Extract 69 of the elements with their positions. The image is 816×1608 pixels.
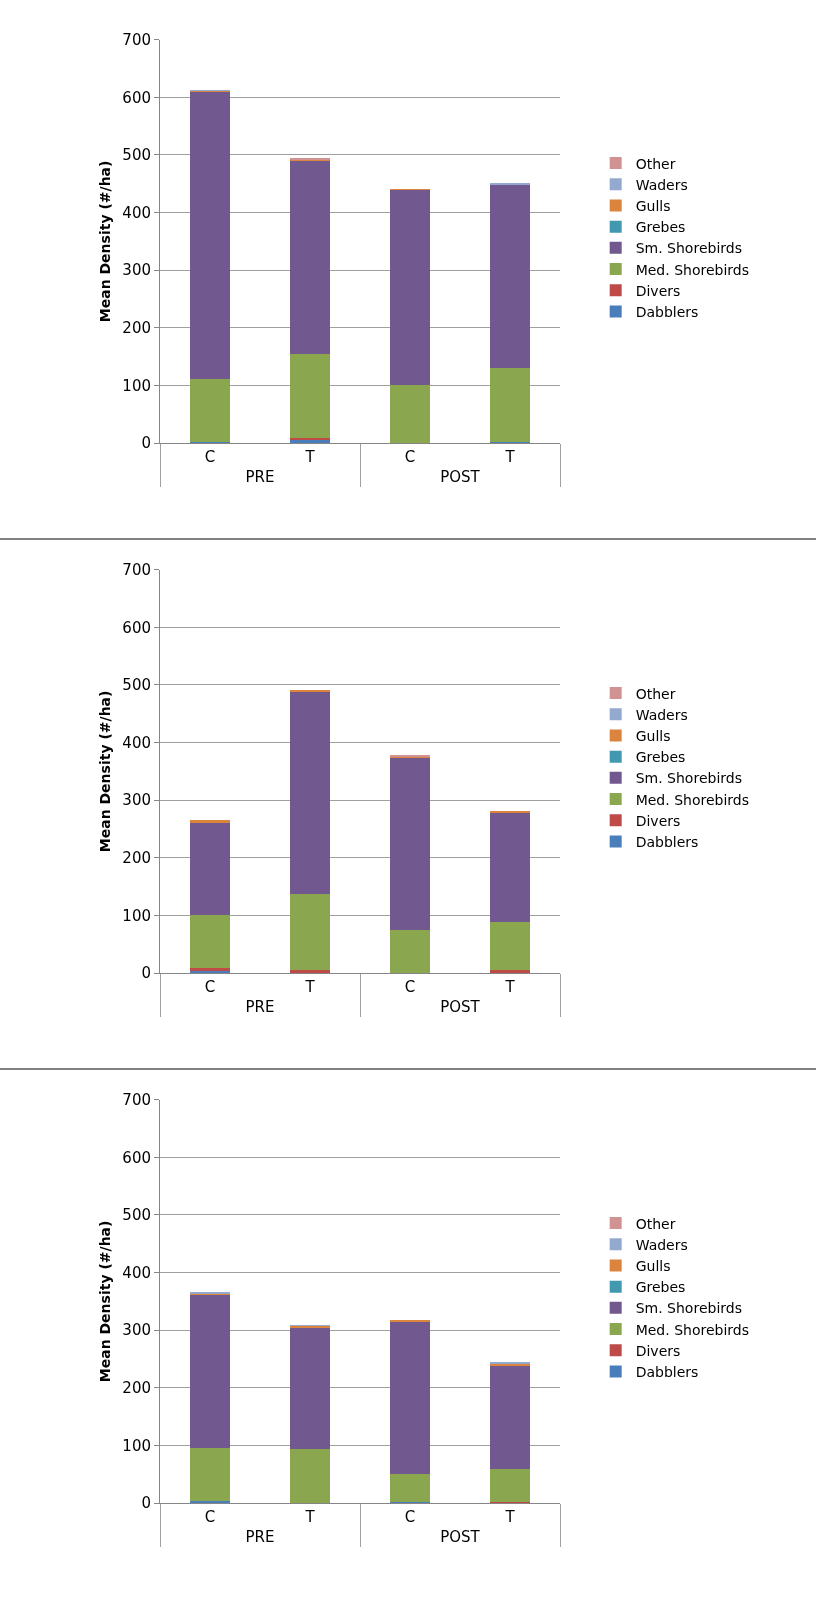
text: PRE	[245, 468, 275, 487]
legend-label: Grebes	[635, 1279, 686, 1296]
x-tick-label: C	[404, 978, 416, 997]
legend-label: Grebes	[635, 749, 686, 766]
legend-label: Sm. Shorebirds	[635, 1300, 742, 1317]
y-tick-label: 400	[122, 203, 151, 222]
legend-label: Gulls	[635, 1257, 671, 1274]
x-tick-label: T	[504, 1508, 516, 1527]
x-tick-label: T	[504, 448, 516, 467]
x-tick-label: T	[304, 978, 316, 997]
legend-label: Divers	[635, 1342, 681, 1359]
text: POST	[440, 468, 481, 487]
y-tick-label: 700	[122, 30, 151, 49]
x-tick-label: T	[304, 1508, 316, 1527]
legend-label: Med. Shorebirds	[635, 791, 750, 808]
y-axis-title: Mean Density (#/ha)	[96, 1220, 113, 1383]
y-tick-label: 300	[122, 261, 151, 280]
text: POST	[440, 998, 481, 1017]
y-tick-label: 100	[122, 376, 151, 395]
y-tick-label: 200	[122, 849, 151, 868]
y-tick-label: 200	[122, 319, 151, 338]
y-tick-label: 700	[122, 560, 151, 579]
legend-label: Dabblers	[635, 1363, 699, 1380]
x-tick-label: C	[404, 448, 416, 467]
x-tick-label: T	[304, 448, 316, 467]
y-tick-label: 100	[122, 906, 151, 925]
legend-label: Waders	[635, 1236, 688, 1253]
y-tick-label: 0	[141, 1494, 151, 1513]
legend-label: Dabblers	[635, 303, 699, 320]
legend-label: Other	[635, 685, 676, 702]
legend-label: Divers	[635, 812, 681, 829]
y-axis-title: Mean Density (#/ha)	[96, 160, 113, 323]
y-tick-label: 700	[122, 1090, 151, 1109]
legend-label: Grebes	[635, 219, 686, 236]
x-tick-label: C	[204, 1508, 216, 1527]
y-tick-label: 600	[122, 88, 151, 107]
text: POST	[440, 1528, 481, 1547]
y-tick-label: 400	[122, 1263, 151, 1282]
y-tick-label: 400	[122, 733, 151, 752]
y-tick-label: 200	[122, 1379, 151, 1398]
y-tick-label: 500	[122, 1206, 151, 1225]
x-tick-label: C	[204, 978, 216, 997]
legend-label: Med. Shorebirds	[635, 261, 750, 278]
y-tick-label: 300	[122, 1321, 151, 1340]
legend-label: Med. Shorebirds	[635, 1321, 750, 1338]
text: PRE	[245, 998, 275, 1017]
legend-label: Other	[635, 1215, 676, 1232]
y-tick-label: 100	[122, 1436, 151, 1455]
legend-label: Other	[635, 155, 676, 172]
y-tick-label: 0	[141, 434, 151, 453]
x-tick-label: C	[204, 448, 216, 467]
legend-label: Gulls	[635, 197, 671, 214]
y-tick-label: 600	[122, 618, 151, 637]
legend-label: Waders	[635, 706, 688, 723]
legend-label: Sm. Shorebirds	[635, 770, 742, 787]
legend-label: Waders	[635, 176, 688, 193]
y-tick-label: 500	[122, 676, 151, 695]
x-tick-label: T	[504, 978, 516, 997]
y-axis-title: Mean Density (#/ha)	[96, 690, 113, 853]
legend-label: Sm. Shorebirds	[635, 240, 742, 257]
text: PRE	[245, 1528, 275, 1547]
y-tick-label: 0	[141, 964, 151, 983]
y-tick-label: 600	[122, 1148, 151, 1167]
y-tick-label: 300	[122, 791, 151, 810]
legend-label: Dabblers	[635, 833, 699, 850]
y-tick-label: 500	[122, 146, 151, 165]
x-tick-label: C	[404, 1508, 416, 1527]
legend-label: Divers	[635, 282, 681, 299]
legend-label: Gulls	[635, 727, 671, 744]
